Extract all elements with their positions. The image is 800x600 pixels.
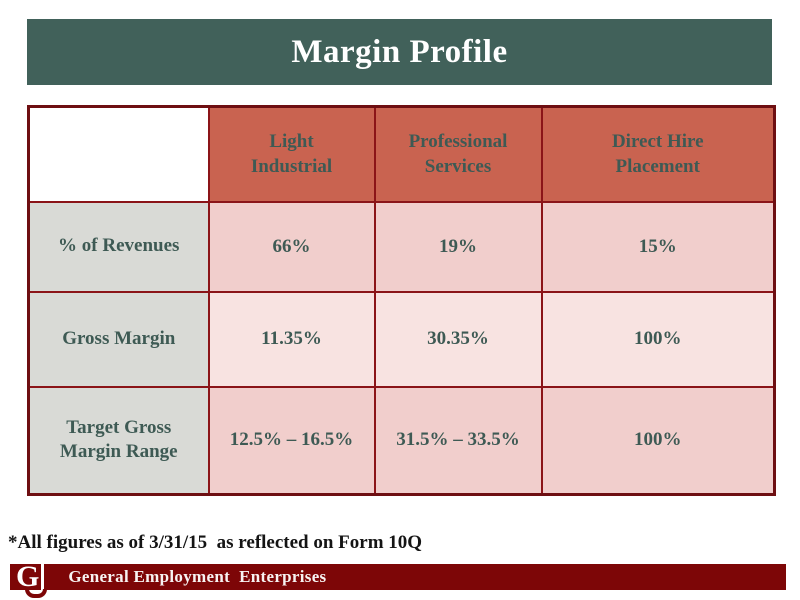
table-header-row: Light Industrial Professional Services D…	[27, 105, 776, 203]
title-bar: Margin Profile	[27, 19, 772, 85]
row-label-pct-of-revenues: % of Revenues	[27, 200, 210, 293]
row-label-gross-margin: Gross Margin	[27, 290, 210, 388]
column-header-direct-hire-placement: Direct Hire Placement	[540, 105, 776, 203]
row-label-target-gross-margin-range: Target Gross Margin Range	[27, 385, 210, 496]
cell-target-range-light-industrial: 12.5% – 16.5%	[207, 385, 376, 496]
cell-gross-margin-light-industrial: 11.35%	[207, 290, 376, 388]
slide-title: Margin Profile	[291, 33, 508, 70]
cell-target-range-direct-hire: 100%	[540, 385, 776, 496]
gee-logo-icon: G	[16, 560, 47, 598]
cell-revenues-professional-services: 19%	[373, 200, 543, 293]
margin-profile-table: Light Industrial Professional Services D…	[27, 105, 776, 496]
table-row: % of Revenues 66% 19% 15%	[27, 200, 776, 293]
brand-bar: G General Employment Enterprises	[10, 560, 786, 598]
slide: Margin Profile Light Industrial Professi…	[0, 19, 800, 598]
corner-cell	[27, 105, 210, 203]
column-header-professional-services: Professional Services	[373, 105, 543, 203]
table-row: Gross Margin 11.35% 30.35% 100%	[27, 290, 776, 388]
cell-revenues-light-industrial: 66%	[207, 200, 376, 293]
cell-revenues-direct-hire: 15%	[540, 200, 776, 293]
table-row: Target Gross Margin Range 12.5% – 16.5% …	[27, 385, 776, 496]
column-header-light-industrial: Light Industrial	[207, 105, 376, 203]
cell-gross-margin-professional-services: 30.35%	[373, 290, 543, 388]
cell-gross-margin-direct-hire: 100%	[540, 290, 776, 388]
footnote: *All figures as of 3/31/15 as reflected …	[8, 532, 423, 553]
logo-letter: G	[16, 560, 40, 593]
company-name: General Employment Enterprises	[68, 567, 327, 586]
logo-g-descender	[25, 589, 47, 598]
cell-target-range-professional-services: 31.5% – 33.5%	[373, 385, 543, 496]
logo-divider	[41, 562, 45, 592]
